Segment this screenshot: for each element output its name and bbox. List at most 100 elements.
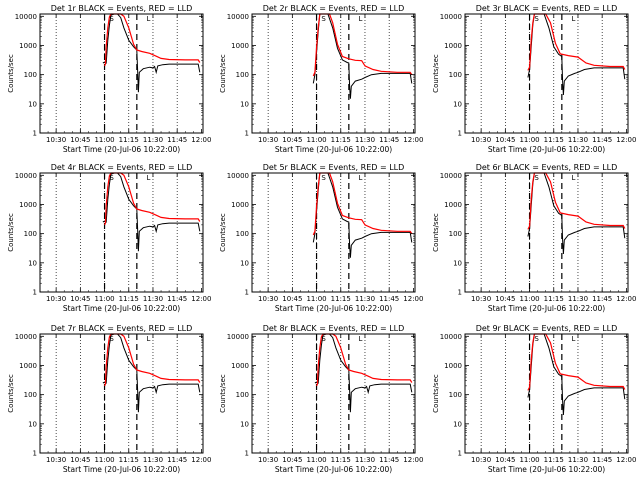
panel-title: Det 8r BLACK = Events, RED = LLD: [263, 324, 405, 333]
y-tick-label: 1: [458, 289, 462, 297]
plot-frame: [251, 172, 416, 293]
y-tick-label: 100: [236, 71, 249, 79]
y-axis-label: Counts/sec: [432, 213, 440, 252]
panel-title: Det 6r BLACK = Events, RED = LLD: [476, 163, 618, 172]
x-tick-label: 11:00: [306, 136, 326, 144]
y-tick-label: 100: [449, 391, 462, 399]
x-tick-label: 11:00: [94, 136, 114, 144]
y-tick-label: 10: [240, 259, 249, 267]
x-tick-label: 11:00: [519, 295, 539, 303]
marker-s: S: [534, 15, 539, 23]
x-tick-label: 11:30: [143, 295, 163, 303]
lld-series-line: [104, 172, 201, 226]
y-tick-label: 10: [453, 100, 462, 108]
x-tick-label: 11:00: [94, 295, 114, 303]
y-tick-label: 1: [245, 450, 249, 458]
x-tick-label: 11:00: [306, 456, 326, 464]
x-tick-label: 11:45: [592, 456, 612, 464]
y-tick-label: 1: [458, 450, 462, 458]
marker-l: L: [359, 174, 363, 182]
y-tick-label: 1000: [231, 42, 249, 50]
x-axis-label: Start Time (20-Jul-06 10:22:00): [275, 145, 392, 154]
x-axis-label: Start Time (20-Jul-06 10:22:00): [488, 304, 605, 313]
panel-det-2: Det 2r BLACK = Events, RED = LLD S L 1 10 100…: [219, 4, 423, 154]
y-axis-label: Counts/sec: [219, 374, 227, 413]
events-series-line: [527, 13, 626, 96]
marker-s: S: [109, 15, 114, 23]
y-tick-label: 1: [33, 130, 37, 138]
events-series-line: [527, 172, 626, 255]
plot-frame: [39, 13, 204, 134]
y-tick-label: 10: [240, 100, 249, 108]
y-tick-label: 1000: [19, 201, 37, 209]
x-tick-label: 11:15: [331, 295, 351, 303]
y-tick-label: 10000: [440, 13, 462, 21]
marker-l: L: [572, 15, 576, 23]
x-axis-label: Start Time (20-Jul-06 10:22:00): [488, 145, 605, 154]
x-tick-label: 12:00: [616, 136, 636, 144]
lld-series-line: [527, 172, 626, 230]
x-tick-label: 11:00: [94, 456, 114, 464]
y-tick-label: 10000: [15, 13, 37, 21]
y-tick-label: 1000: [444, 42, 462, 50]
y-tick-label: 10000: [227, 333, 249, 341]
x-tick-label: 11:45: [167, 136, 187, 144]
x-tick-label: 10:45: [282, 295, 302, 303]
y-tick-label: 10000: [15, 172, 37, 180]
x-tick-label: 11:30: [355, 456, 375, 464]
x-tick-label: 12:00: [616, 295, 636, 303]
marker-l: L: [359, 15, 363, 23]
lld-series-line: [527, 13, 626, 71]
x-tick-label: 12:00: [403, 295, 423, 303]
x-axis-label: Start Time (20-Jul-06 10:22:00): [63, 465, 180, 474]
panel-title: Det 3r BLACK = Events, RED = LLD: [476, 4, 618, 13]
x-axis-label: Start Time (20-Jul-06 10:22:00): [63, 145, 180, 154]
x-tick-label: 10:45: [282, 456, 302, 464]
events-series-line: [102, 172, 201, 252]
x-tick-label: 11:30: [143, 136, 163, 144]
y-axis-label: Counts/sec: [7, 54, 15, 93]
panel-title: Det 9r BLACK = Events, RED = LLD: [476, 324, 618, 333]
marker-l: L: [572, 174, 576, 182]
panel-title: Det 4r BLACK = Events, RED = LLD: [51, 163, 193, 172]
lld-series-line: [527, 333, 626, 391]
panel-det-4: Det 4r BLACK = Events, RED = LLD S L 1 10 100…: [7, 163, 211, 313]
y-tick-label: 1: [33, 450, 37, 458]
panel-title: Det 1r BLACK = Events, RED = LLD: [51, 4, 193, 13]
x-tick-label: 10:45: [495, 295, 515, 303]
x-tick-label: 11:00: [306, 295, 326, 303]
y-tick-label: 10: [28, 420, 37, 428]
x-tick-label: 11:45: [167, 295, 187, 303]
x-tick-label: 11:30: [568, 295, 588, 303]
y-tick-label: 100: [449, 230, 462, 238]
y-tick-label: 10000: [227, 172, 249, 180]
y-tick-label: 100: [449, 71, 462, 79]
panel-det-5: Det 5r BLACK = Events, RED = LLD S L 1 10 100…: [219, 163, 423, 313]
y-tick-label: 10000: [440, 333, 462, 341]
events-series-line: [102, 333, 201, 413]
y-axis-label: Counts/sec: [432, 54, 440, 93]
x-tick-label: 12:00: [191, 456, 211, 464]
panel-title: Det 5r BLACK = Events, RED = LLD: [263, 163, 405, 172]
x-tick-label: 10:45: [70, 295, 90, 303]
y-tick-label: 1: [33, 289, 37, 297]
plot-frame: [39, 172, 204, 293]
x-tick-label: 10:30: [46, 295, 66, 303]
lld-series-line: [312, 13, 413, 77]
y-tick-label: 1000: [444, 362, 462, 370]
x-axis-label: Start Time (20-Jul-06 10:22:00): [63, 304, 180, 313]
x-tick-label: 10:30: [471, 456, 491, 464]
y-tick-label: 10000: [227, 13, 249, 21]
x-tick-label: 11:15: [331, 136, 351, 144]
x-tick-label: 11:15: [119, 295, 139, 303]
x-tick-label: 11:30: [355, 136, 375, 144]
x-tick-label: 10:30: [258, 136, 278, 144]
panel-det-8: Det 8r BLACK = Events, RED = LLD S L 1 10 100…: [219, 324, 423, 474]
x-tick-label: 11:15: [119, 136, 139, 144]
y-tick-label: 1: [245, 130, 249, 138]
x-tick-label: 12:00: [403, 136, 423, 144]
marker-l: L: [572, 335, 576, 343]
plot-frame: [464, 172, 629, 293]
lld-series-line: [312, 172, 413, 236]
marker-s: S: [321, 174, 326, 182]
